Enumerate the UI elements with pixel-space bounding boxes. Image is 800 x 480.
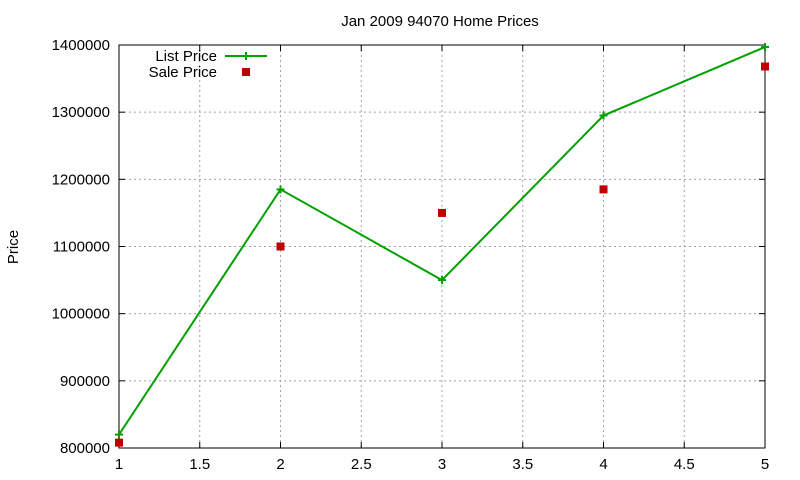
y-tick-label: 1200000 bbox=[52, 171, 110, 188]
y-tick-label: 900000 bbox=[60, 373, 110, 390]
legend-swatch-marker bbox=[242, 52, 250, 60]
y-tick-label: 1000000 bbox=[52, 306, 110, 323]
data-point bbox=[761, 43, 769, 52]
legend-entry: List Price bbox=[155, 48, 267, 65]
data-point bbox=[599, 111, 608, 120]
series-0 bbox=[115, 43, 769, 439]
data-point bbox=[761, 62, 769, 71]
y-tick-label: 1300000 bbox=[52, 104, 110, 121]
data-point bbox=[438, 208, 446, 217]
data-point bbox=[438, 276, 446, 285]
x-tick-label: 5 bbox=[761, 456, 769, 473]
series-group bbox=[115, 43, 769, 447]
y-tick-label: 800000 bbox=[60, 440, 110, 457]
x-tick-label: 3.5 bbox=[512, 456, 533, 473]
x-tick-label: 3 bbox=[438, 456, 446, 473]
legend-entry: Sale Price bbox=[149, 64, 250, 81]
legend-label: Sale Price bbox=[149, 64, 217, 81]
data-point bbox=[276, 185, 285, 194]
x-tick-label: 4.5 bbox=[674, 456, 695, 473]
x-tick-label: 2 bbox=[276, 456, 284, 473]
x-tick-label: 2.5 bbox=[351, 456, 372, 473]
x-tick-label: 1 bbox=[115, 456, 123, 473]
data-point bbox=[115, 438, 123, 447]
data-point bbox=[276, 242, 285, 251]
y-axis-label: Price bbox=[5, 230, 22, 264]
x-tick-label: 1.5 bbox=[189, 456, 210, 473]
x-tick-label: 4 bbox=[599, 456, 607, 473]
y-tick-label: 1400000 bbox=[52, 37, 110, 54]
data-point bbox=[599, 185, 608, 194]
y-tick-label: 1100000 bbox=[53, 239, 110, 256]
legend-label: List Price bbox=[155, 48, 217, 65]
chart-title: Jan 2009 94070 Home Prices bbox=[341, 13, 539, 30]
data-point bbox=[115, 430, 123, 439]
axis-ticks: 1 1.5 2 2.5 3 3.5 4 4.5 5 800000 900000 1000000 1100… bbox=[52, 37, 770, 473]
series-1 bbox=[115, 62, 769, 447]
grid bbox=[119, 45, 765, 448]
legend-swatch-marker bbox=[242, 68, 250, 76]
